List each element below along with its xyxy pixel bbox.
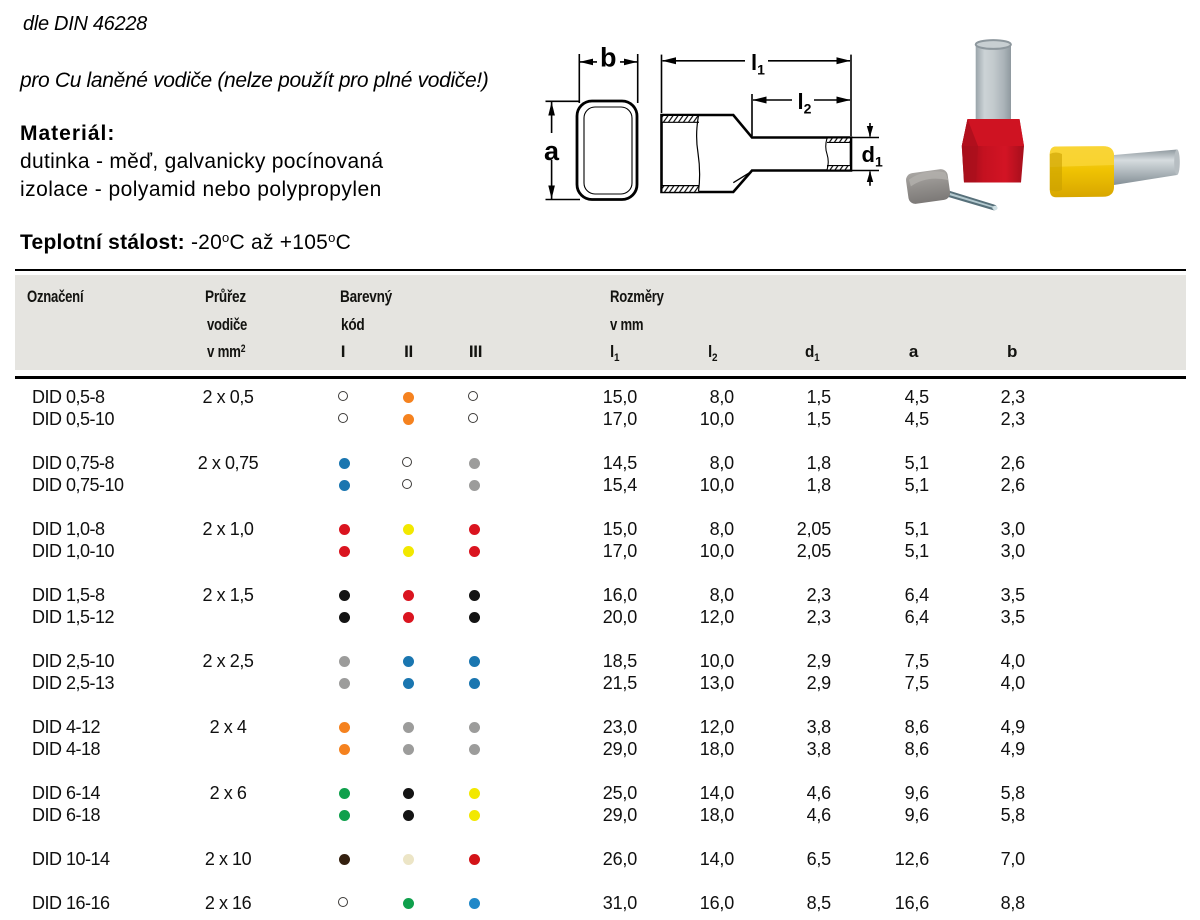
svg-text:d1: d1	[862, 142, 883, 170]
svg-text:l1: l1	[751, 50, 765, 78]
svg-text:l2: l2	[798, 89, 812, 117]
svg-text:b: b	[600, 43, 617, 73]
svg-text:a: a	[544, 136, 560, 166]
